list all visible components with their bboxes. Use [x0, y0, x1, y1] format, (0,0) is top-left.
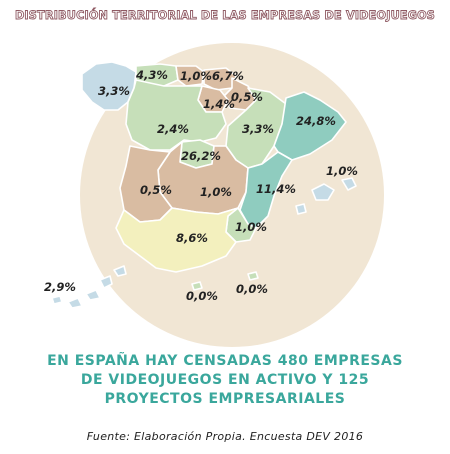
region-castilla-leon [125, 79, 227, 151]
spain-map: 3,3% 4,3% 1,0% 6,7% 0,5% 1,4% 2,4% 3,3% … [44, 43, 384, 347]
region-cataluna [273, 91, 347, 161]
region-ceuta [191, 281, 203, 291]
headline: EN ESPAÑA HAY CENSADAS 480 EMPRESAS DE V… [0, 352, 450, 409]
label-asturias: 4,3% [135, 68, 168, 82]
label-aragon: 3,3% [242, 122, 274, 136]
region-canarias-3 [85, 289, 101, 301]
region-andalucia [115, 207, 239, 273]
region-baleares-menorca [341, 177, 357, 191]
headline-line-1: EN ESPAÑA HAY CENSADAS 480 EMPRESAS [47, 353, 403, 369]
label-cataluna: 24,8% [296, 114, 336, 128]
label-castilla-la-mancha: 1,0% [200, 185, 232, 199]
region-baleares [311, 183, 335, 201]
label-la-rioja: 1,4% [203, 97, 235, 111]
label-extremadura: 0,5% [140, 183, 172, 197]
label-pais-vasco: 6,7% [212, 69, 244, 83]
label-canarias: 2,9% [44, 280, 76, 294]
region-canarias-1 [51, 295, 63, 305]
label-valencia: 11,4% [256, 182, 296, 196]
label-navarra: 0,5% [231, 90, 263, 104]
region-cantabria [175, 65, 205, 87]
headline-line-3: PROYECTOS EMPRESARIALES [104, 391, 346, 407]
source-note: Fuente: Elaboración Propia. Encuesta DEV… [86, 430, 364, 443]
label-castilla-leon: 2,4% [157, 122, 189, 136]
region-baleares-ibiza [295, 203, 307, 215]
region-canarias-4 [99, 275, 113, 289]
label-galicia: 3,3% [98, 84, 130, 98]
label-melilla: 0,0% [236, 282, 268, 296]
region-canarias-2 [67, 297, 83, 309]
page-title: Distribución territorial de las empresas… [14, 9, 436, 23]
label-cantabria: 1,0% [180, 69, 212, 83]
region-valencia [239, 151, 293, 229]
label-madrid: 26,2% [181, 149, 221, 163]
region-melilla [247, 271, 259, 281]
region-canarias-5 [113, 265, 127, 277]
headline-line-2: DE VIDEOJUEGOS EN ACTIVO Y 125 [80, 372, 370, 388]
label-ceuta: 0,0% [186, 289, 218, 303]
label-andalucia: 8,6% [176, 231, 208, 245]
label-baleares: 1,0% [326, 164, 358, 178]
label-murcia: 1,0% [235, 220, 267, 234]
